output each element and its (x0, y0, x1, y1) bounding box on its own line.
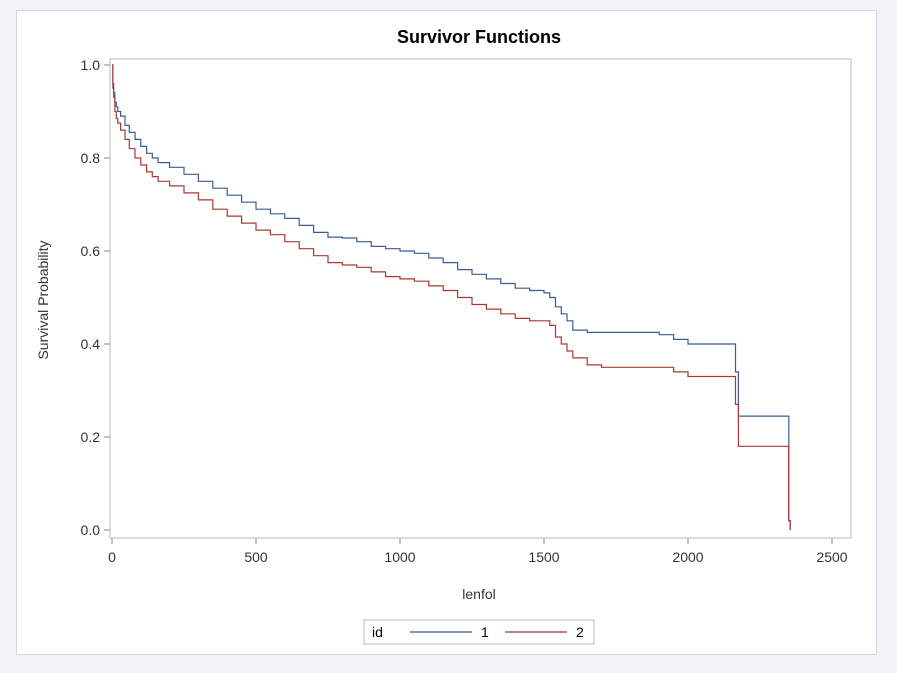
series-line-1 (112, 64, 791, 530)
plot-area (109, 58, 852, 539)
legend-title: id (372, 624, 383, 640)
survival-chart: Survivor Functions 0.0 0.2 0.4 0.6 0.8 1.0 0 5… (35, 27, 852, 645)
chart-title: Survivor Functions (397, 27, 561, 47)
x-axis: 0 500 1000 1500 2000 2500 (108, 538, 848, 565)
y-tick-label: 0.2 (81, 429, 101, 445)
x-axis-label: lenfol (462, 586, 495, 602)
x-tick-label: 2000 (672, 549, 703, 565)
y-axis-label: Survival Probability (35, 240, 51, 359)
chart-frame: Survivor Functions 0.0 0.2 0.4 0.6 0.8 1.0 0 5… (16, 10, 877, 655)
x-tick-label: 2500 (816, 549, 847, 565)
y-tick-label: 0.0 (81, 522, 101, 538)
series-line-2 (112, 64, 791, 530)
series-group (112, 64, 791, 530)
y-tick-label: 0.6 (81, 243, 101, 259)
y-tick-label: 0.8 (81, 150, 101, 166)
x-tick-label: 500 (244, 549, 268, 565)
x-tick-label: 0 (108, 549, 116, 565)
legend: id 1 2 (363, 619, 595, 645)
x-tick-label: 1000 (384, 549, 415, 565)
legend-label-series-2: 2 (576, 624, 584, 640)
y-tick-label: 0.4 (81, 336, 101, 352)
y-tick-label: 1.0 (81, 57, 101, 73)
legend-label-series-1: 1 (481, 624, 489, 640)
y-axis: 0.0 0.2 0.4 0.6 0.8 1.0 (81, 57, 110, 538)
x-tick-label: 1500 (528, 549, 559, 565)
